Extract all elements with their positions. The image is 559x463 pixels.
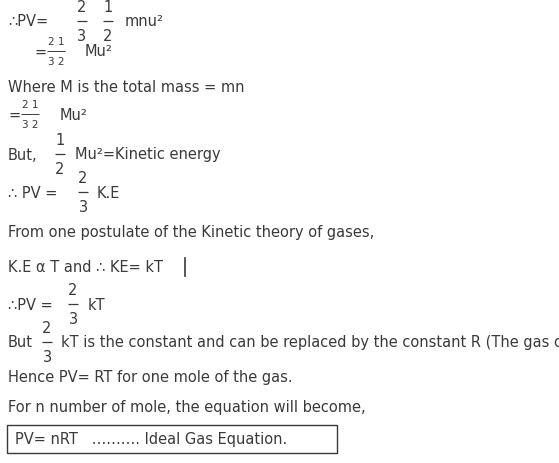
Text: ∴ PV =: ∴ PV = (8, 185, 58, 200)
Text: ∴PV =: ∴PV = (8, 297, 53, 312)
Text: But: But (8, 335, 33, 350)
Text: From one postulate of the Kinetic theory of gases,: From one postulate of the Kinetic theory… (8, 225, 374, 240)
Text: Mu²=Kinetic energy: Mu²=Kinetic energy (75, 147, 221, 162)
Text: Where M is the total mass = mn: Where M is the total mass = mn (8, 80, 244, 95)
Text: 3 2: 3 2 (48, 57, 64, 67)
Bar (7, 425, 337, 453)
Text: =: = (35, 44, 47, 59)
Text: 3 2: 3 2 (22, 120, 39, 130)
Text: 2: 2 (55, 162, 65, 176)
Text: But,: But, (8, 147, 37, 162)
Text: Mu²: Mu² (60, 107, 88, 122)
Text: 3: 3 (68, 311, 78, 326)
Text: mnu²: mnu² (125, 14, 164, 30)
Text: PV= nRT   ………. Ideal Gas Equation.: PV= nRT ………. Ideal Gas Equation. (15, 432, 287, 446)
Text: 2 1: 2 1 (48, 37, 64, 47)
Text: 2: 2 (77, 0, 87, 15)
Text: 2: 2 (42, 320, 51, 335)
Text: K.E α T and ∴ KE= kT: K.E α T and ∴ KE= kT (8, 260, 163, 275)
Text: 3: 3 (42, 349, 51, 364)
Text: 2: 2 (68, 282, 78, 297)
Text: 2: 2 (103, 29, 113, 44)
Text: 3: 3 (78, 200, 88, 214)
Text: Mu²: Mu² (85, 44, 113, 59)
Text: 1: 1 (103, 0, 112, 15)
Text: Hence PV= RT for one mole of the gas.: Hence PV= RT for one mole of the gas. (8, 369, 292, 385)
Text: kT is the constant and can be replaced by the constant R (The gas constant): kT is the constant and can be replaced b… (61, 335, 559, 350)
Text: K.E: K.E (97, 185, 120, 200)
Text: =: = (8, 107, 20, 122)
Text: 3: 3 (78, 29, 87, 44)
Text: ∴PV=: ∴PV= (8, 14, 48, 30)
Text: 2 1: 2 1 (22, 100, 39, 110)
Text: kT: kT (88, 297, 106, 312)
Text: 1: 1 (55, 133, 65, 148)
Text: For n number of mole, the equation will become,: For n number of mole, the equation will … (8, 400, 366, 414)
Text: 2: 2 (78, 171, 88, 186)
